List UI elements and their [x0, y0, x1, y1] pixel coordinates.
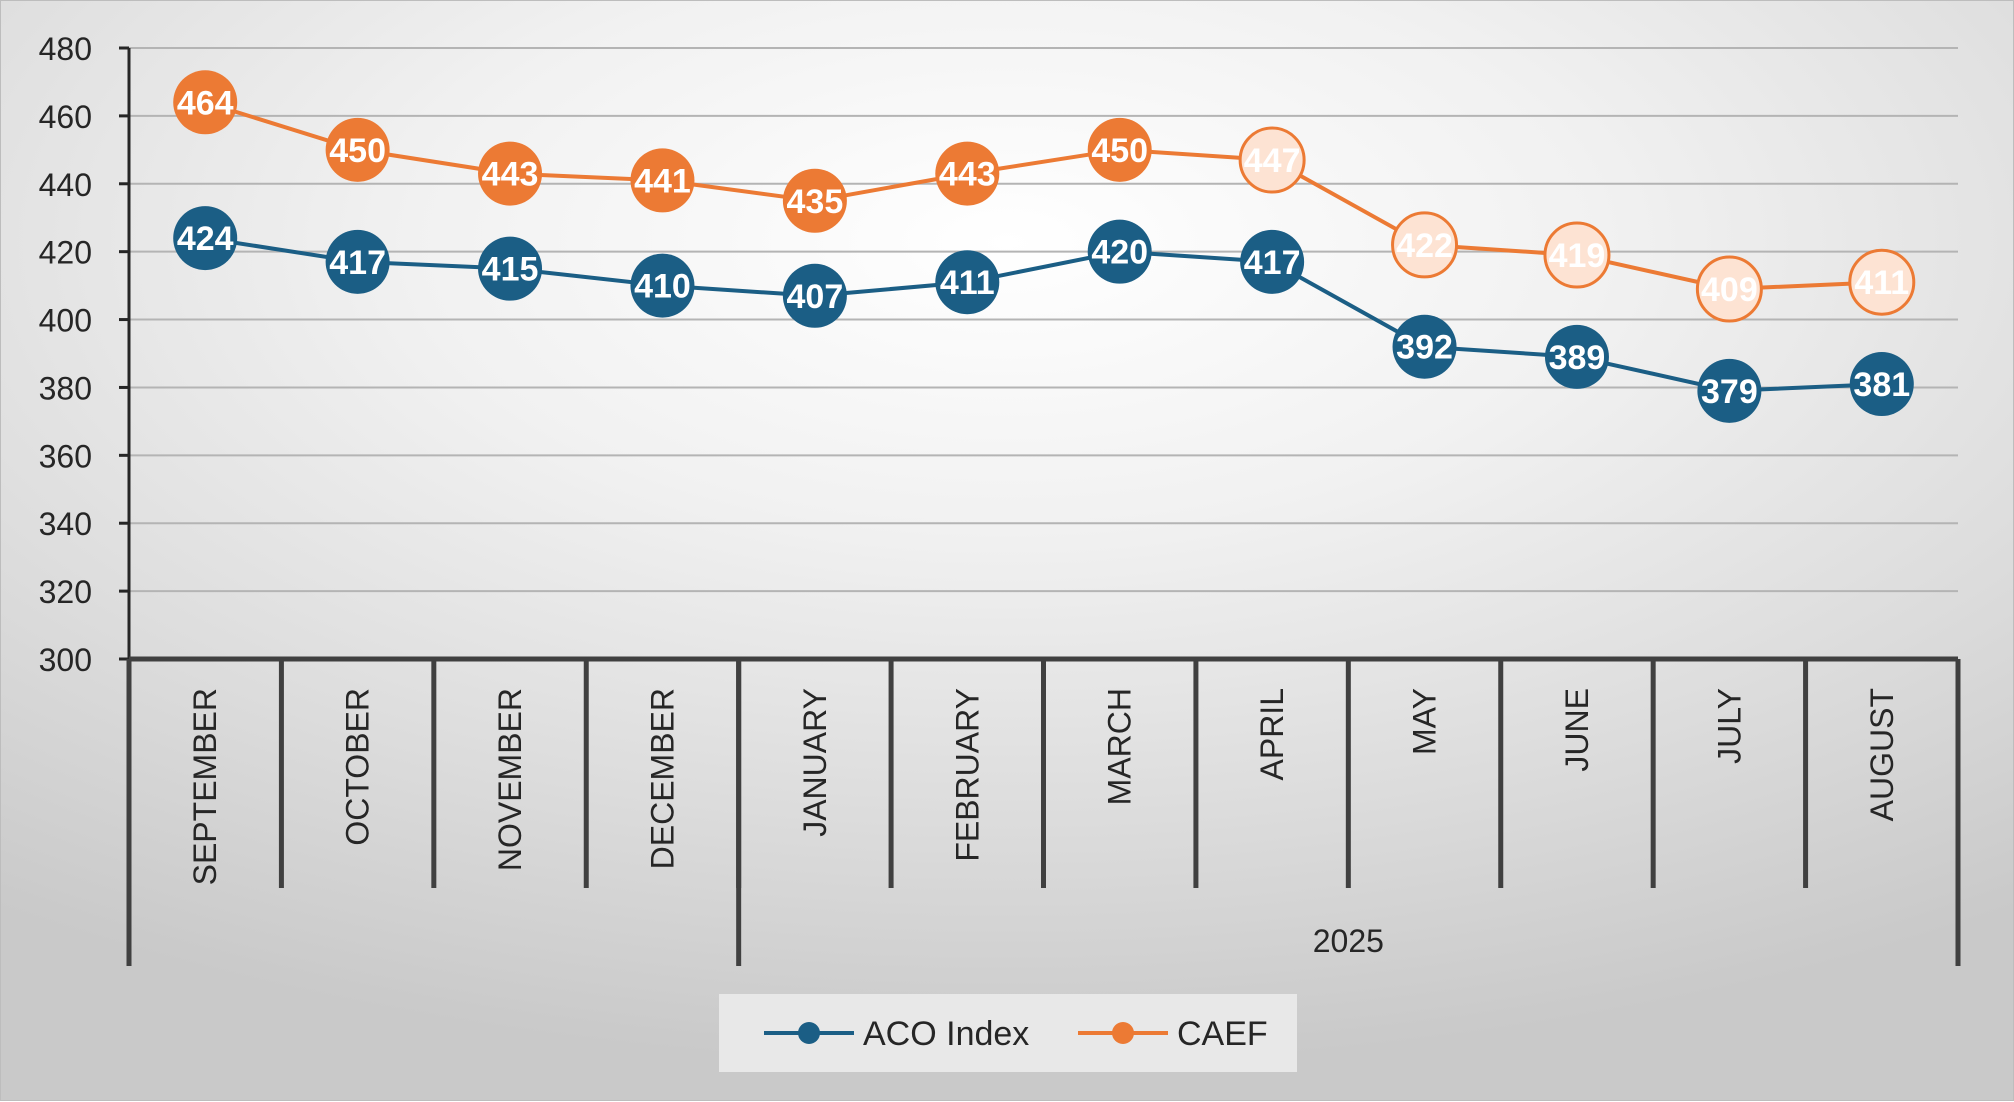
data-point	[1087, 117, 1152, 182]
data-label: 381	[1853, 366, 1910, 404]
data-point	[935, 250, 1000, 315]
legend-label-aco: ACO Index	[863, 1015, 1029, 1053]
x-category-label: DECEMBER	[644, 688, 680, 869]
data-point	[1848, 248, 1916, 316]
data-label: 435	[787, 183, 844, 221]
data-label: 450	[329, 132, 386, 170]
series-line	[204, 100, 1882, 291]
data-point	[478, 141, 543, 206]
y-tick-label: 420	[39, 235, 92, 271]
legend: ACO Index CAEF	[719, 994, 1297, 1072]
y-tick-label: 380	[39, 370, 92, 406]
data-point	[478, 236, 543, 301]
y-tick-label: 400	[39, 303, 92, 339]
data-label: 411	[940, 264, 995, 302]
data-point	[173, 206, 238, 271]
x-category-label: AUGUST	[1864, 688, 1900, 821]
x-category-label: MAY	[1407, 688, 1443, 755]
data-label: 422	[1396, 227, 1453, 265]
data-label: 379	[1701, 373, 1758, 411]
data-label: 419	[1549, 237, 1606, 275]
data-point	[1543, 221, 1611, 289]
data-label: 420	[1091, 234, 1148, 272]
x-category-label: NOVEMBER	[492, 688, 528, 871]
data-label: 447	[1244, 142, 1301, 180]
x-category-label: JUNE	[1559, 688, 1595, 772]
data-label: 389	[1549, 339, 1606, 377]
legend-marker-aco	[798, 1022, 820, 1044]
data-point	[782, 263, 847, 328]
data-point	[1849, 352, 1914, 417]
data-label: 392	[1396, 329, 1453, 367]
y-tick-label: 300	[39, 642, 92, 678]
data-point	[173, 70, 238, 135]
data-label: 407	[787, 278, 844, 316]
series-line	[204, 236, 1882, 393]
y-tick-label: 480	[39, 31, 92, 67]
data-label: 417	[329, 244, 386, 282]
x-category-label: FEBRUARY	[949, 688, 985, 862]
y-tick-label: 440	[39, 167, 92, 203]
y-tick-label: 340	[39, 506, 92, 542]
data-point	[630, 148, 695, 213]
legend-marker-caef	[1112, 1022, 1134, 1044]
x-category-label: APRIL	[1254, 688, 1290, 780]
axes: 480 460 440 420 400 380 360 340 320 300 SEPTEMBER O…	[39, 31, 1961, 966]
x-category-label: OCTOBER	[340, 688, 376, 846]
data-point	[630, 253, 695, 318]
data-label: 441	[634, 162, 691, 200]
data-label: 410	[634, 268, 691, 306]
data-point	[1240, 229, 1305, 294]
data-point	[1544, 324, 1609, 389]
data-point	[1391, 211, 1459, 279]
x-category-label: JANUARY	[797, 688, 833, 837]
data-label: 415	[482, 251, 539, 289]
data-point	[1238, 126, 1306, 194]
y-tick-label: 460	[39, 99, 92, 135]
x-category-label: JULY	[1711, 688, 1747, 764]
data-label: 411	[1854, 264, 1909, 302]
data-point	[325, 117, 390, 182]
x-group-label: 2025	[1313, 923, 1384, 959]
data-point	[325, 229, 390, 294]
data-label: 443	[939, 156, 996, 194]
data-point	[935, 141, 1000, 206]
legend-label-caef: CAEF	[1177, 1015, 1268, 1053]
data-point	[782, 168, 847, 233]
data-point	[1392, 314, 1457, 379]
y-tick-label: 320	[39, 574, 92, 610]
data-point	[1697, 358, 1762, 423]
data-label: 450	[1091, 132, 1148, 170]
data-label: 464	[177, 84, 234, 122]
data-point	[1087, 219, 1152, 284]
gridlines	[129, 47, 1958, 593]
x-category-label: SEPTEMBER	[187, 688, 223, 885]
series-lines	[204, 100, 1882, 393]
data-label: 417	[1244, 244, 1301, 282]
y-tick-label: 360	[39, 438, 92, 474]
data-label: 424	[177, 220, 234, 258]
data-label: 443	[482, 156, 539, 194]
data-label: 409	[1701, 271, 1758, 309]
data-point	[1695, 255, 1763, 323]
x-category-label: MARCH	[1102, 688, 1138, 805]
data-markers: 424 417 415 410 407 411 420 417 392 389 379 381 464 4…	[173, 70, 1916, 423]
